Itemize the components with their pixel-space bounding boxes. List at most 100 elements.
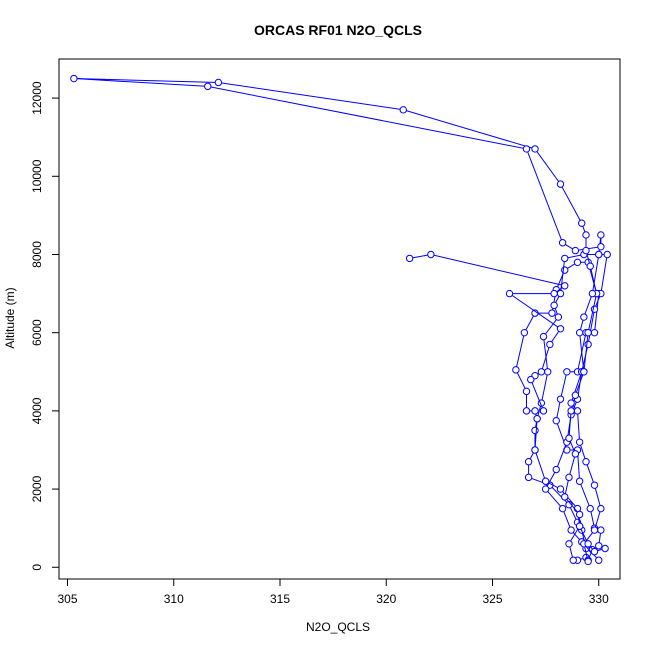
data-point xyxy=(569,556,577,564)
series-line xyxy=(515,261,602,561)
y-tick-label: 8000 xyxy=(30,241,44,268)
data-point xyxy=(546,340,554,349)
data-point xyxy=(524,458,533,466)
data-point xyxy=(561,282,569,290)
data-point xyxy=(561,266,569,274)
data-point xyxy=(531,407,539,415)
data-point xyxy=(531,145,539,153)
data-point xyxy=(541,485,550,493)
data-point xyxy=(520,328,529,337)
data-point xyxy=(522,145,531,153)
data-point xyxy=(427,250,435,259)
y-tick-label: 0 xyxy=(30,564,44,571)
data-point xyxy=(550,301,558,310)
data-point xyxy=(580,313,588,321)
data-point xyxy=(556,485,565,493)
data-point xyxy=(567,526,575,534)
data-point xyxy=(505,289,514,298)
data-point xyxy=(590,481,599,489)
x-tick-label: 325 xyxy=(482,592,502,606)
plot-frame xyxy=(58,58,621,580)
data-point xyxy=(584,340,592,349)
data-point xyxy=(567,399,575,407)
data-point xyxy=(558,504,567,513)
data-point xyxy=(595,250,603,259)
data-point xyxy=(575,477,584,485)
data-point xyxy=(548,309,556,317)
data-point xyxy=(578,219,586,227)
data-point xyxy=(561,493,569,501)
data-point xyxy=(563,368,571,376)
data-point xyxy=(552,465,560,474)
data-point xyxy=(522,407,531,415)
data-point xyxy=(571,246,580,255)
data-point xyxy=(405,254,414,263)
data-point xyxy=(582,231,590,239)
data-point xyxy=(595,556,603,564)
x-tick-label: 330 xyxy=(589,592,609,606)
data-point xyxy=(575,328,584,337)
data-point xyxy=(550,289,558,298)
data-point xyxy=(575,522,584,530)
data-point xyxy=(556,325,565,333)
data-point xyxy=(565,434,573,442)
x-tick-label: 320 xyxy=(376,592,396,606)
data-point xyxy=(522,387,531,396)
data-point xyxy=(582,458,590,466)
data-point xyxy=(590,526,599,534)
data-point xyxy=(573,258,582,267)
data-point xyxy=(588,289,597,298)
data-point xyxy=(527,375,535,384)
data-point xyxy=(541,477,550,485)
data-point xyxy=(204,82,212,91)
x-tick-label: 315 xyxy=(270,592,290,606)
data-point xyxy=(565,473,573,482)
y-axis-label: Altitude (m) xyxy=(3,287,17,348)
x-axis-label: N2O_QCLS xyxy=(306,620,370,634)
chart-title: ORCAS RF01 N2O_QCLS xyxy=(254,22,422,38)
data-point xyxy=(531,446,539,454)
data-point xyxy=(214,78,223,87)
data-point xyxy=(603,250,611,259)
data-point xyxy=(597,242,605,251)
data-point xyxy=(537,368,546,376)
x-axis: 305 310 315 320 325 330 xyxy=(57,579,609,606)
data-point xyxy=(539,407,548,415)
data-point xyxy=(575,438,584,446)
data-point xyxy=(584,557,592,566)
data-point xyxy=(524,473,533,482)
data-point xyxy=(554,313,563,321)
y-tick-label: 10000 xyxy=(30,159,44,193)
data-point xyxy=(567,407,575,415)
data-point xyxy=(595,542,603,550)
data-point xyxy=(544,368,552,376)
data-point xyxy=(556,289,565,298)
y-tick-label: 6000 xyxy=(30,319,44,346)
data-point xyxy=(573,407,582,415)
x-tick-label: 310 xyxy=(164,592,184,606)
data-point xyxy=(586,262,594,270)
data-point xyxy=(565,540,573,548)
data-point xyxy=(558,239,567,247)
data-point xyxy=(590,547,599,556)
data-point xyxy=(586,504,594,513)
data-point xyxy=(533,414,541,423)
data-point xyxy=(552,416,560,425)
data-point xyxy=(584,328,592,337)
data-point xyxy=(597,526,605,534)
data-point xyxy=(582,246,590,255)
data-point xyxy=(580,368,588,376)
data-point xyxy=(512,366,520,374)
data-point xyxy=(575,510,584,519)
data-point xyxy=(590,328,599,337)
data-point xyxy=(584,540,592,548)
series-layer xyxy=(70,74,611,566)
y-tick-label: 12000 xyxy=(30,81,44,115)
data-point xyxy=(601,544,609,553)
data-point xyxy=(531,426,539,435)
data-point xyxy=(571,450,580,458)
y-axis: 0 2000 4000 6000 8000 10000 12000 xyxy=(30,81,59,571)
data-point xyxy=(556,180,565,188)
